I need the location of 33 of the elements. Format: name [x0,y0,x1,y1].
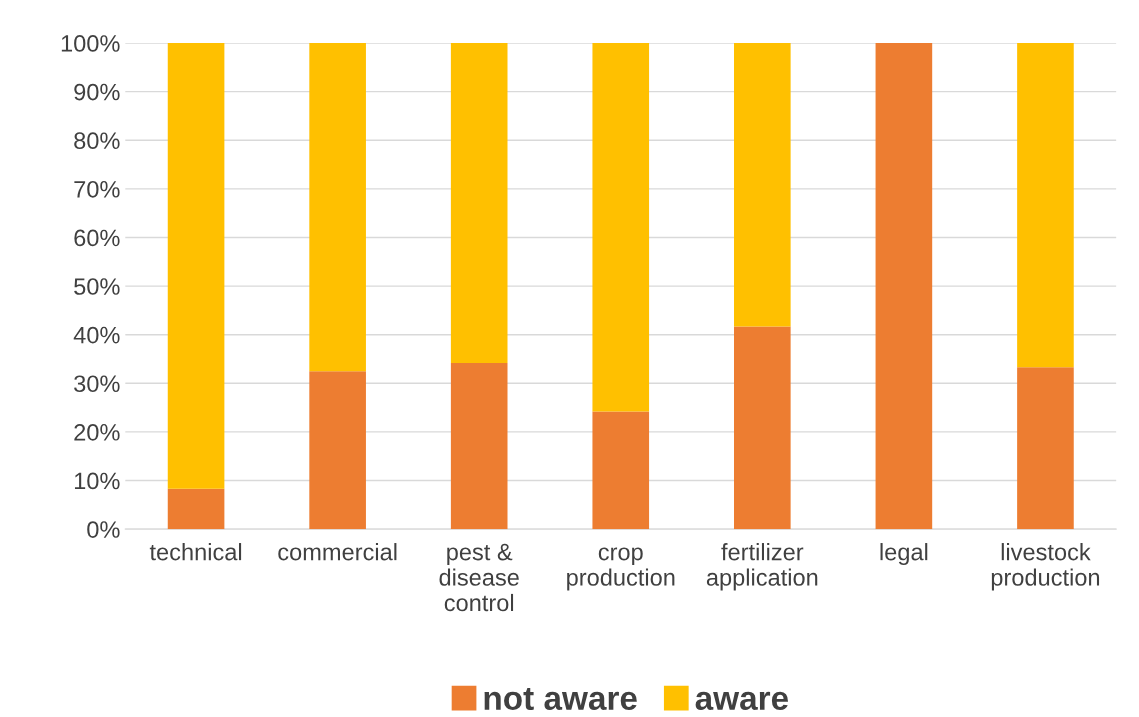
y-tick-label: 90% [74,83,120,101]
y-tick-label: 60% [74,229,120,247]
x-tick-label: pest & disease control [439,543,519,612]
bar [875,43,933,530]
x-tick-label: crop production [567,547,675,591]
y-tick-label: 0% [87,521,120,538]
legend-label: not aware [484,687,637,711]
y-tick-label: 100% [61,35,120,52]
bar [167,488,225,530]
bar [1017,43,1074,368]
y-tick-label: 80% [74,132,120,150]
x-tick-label: commercial [278,543,397,561]
bar [592,43,650,412]
x-tick-label: legal [880,543,928,566]
y-tick-label: 20% [74,423,120,441]
y-tick-label: 30% [74,375,120,393]
bar [450,43,508,363]
y-tick-label: 40% [73,326,120,344]
x-tick-label: technical [149,543,242,561]
y-tick-label: 10% [74,472,120,490]
y-tick-label: 70% [74,180,120,198]
bar [167,43,225,489]
bar [734,326,791,530]
bar [734,43,791,327]
bar [450,362,508,530]
bar [309,43,366,372]
x-tick-label: fertilizer application [706,543,818,591]
x-tick-label: livestock production [991,543,1100,591]
y-tick-label: 50% [74,278,120,295]
legend-label: aware [695,691,788,711]
bar [1017,367,1074,530]
bar [592,411,650,530]
bar [309,371,366,530]
